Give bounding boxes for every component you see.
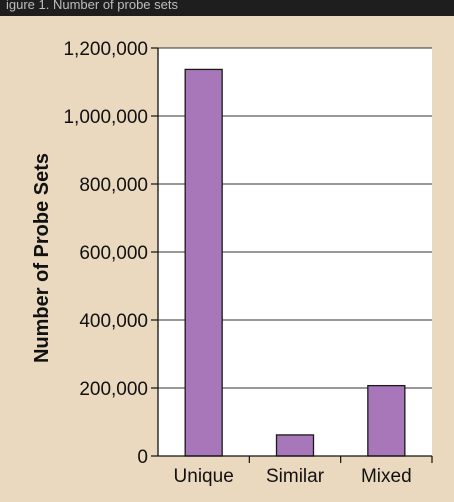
figure-caption-band: igure 1. Number of probe sets [0,0,454,16]
y-tick-label: 1,200,000 [63,39,148,60]
bars [184,68,406,457]
bar-similar [275,434,315,457]
y-tick-label: 400,000 [79,311,148,332]
tick-labels: 0 200,000 400,000 600,000 800,000 1,000,000 1,… [63,39,411,487]
bar-unique [184,68,223,457]
y-tick-label: 800,000 [79,175,148,196]
x-tick-label: Similar [266,466,325,487]
y-tick-label: 1,000,000 [63,107,148,128]
x-tick-label: Unique [174,466,234,487]
bar-mixed [367,384,406,457]
y-tick-label: 600,000 [79,243,148,264]
y-tick-label: 0 [137,447,148,468]
y-tick-label: 200,000 [79,379,148,400]
y-axis-label: Number of Probe Sets [31,153,53,363]
axes [151,47,433,463]
figure-caption-text: igure 1. Number of probe sets [6,0,178,12]
x-tick-label: Mixed [361,466,412,487]
